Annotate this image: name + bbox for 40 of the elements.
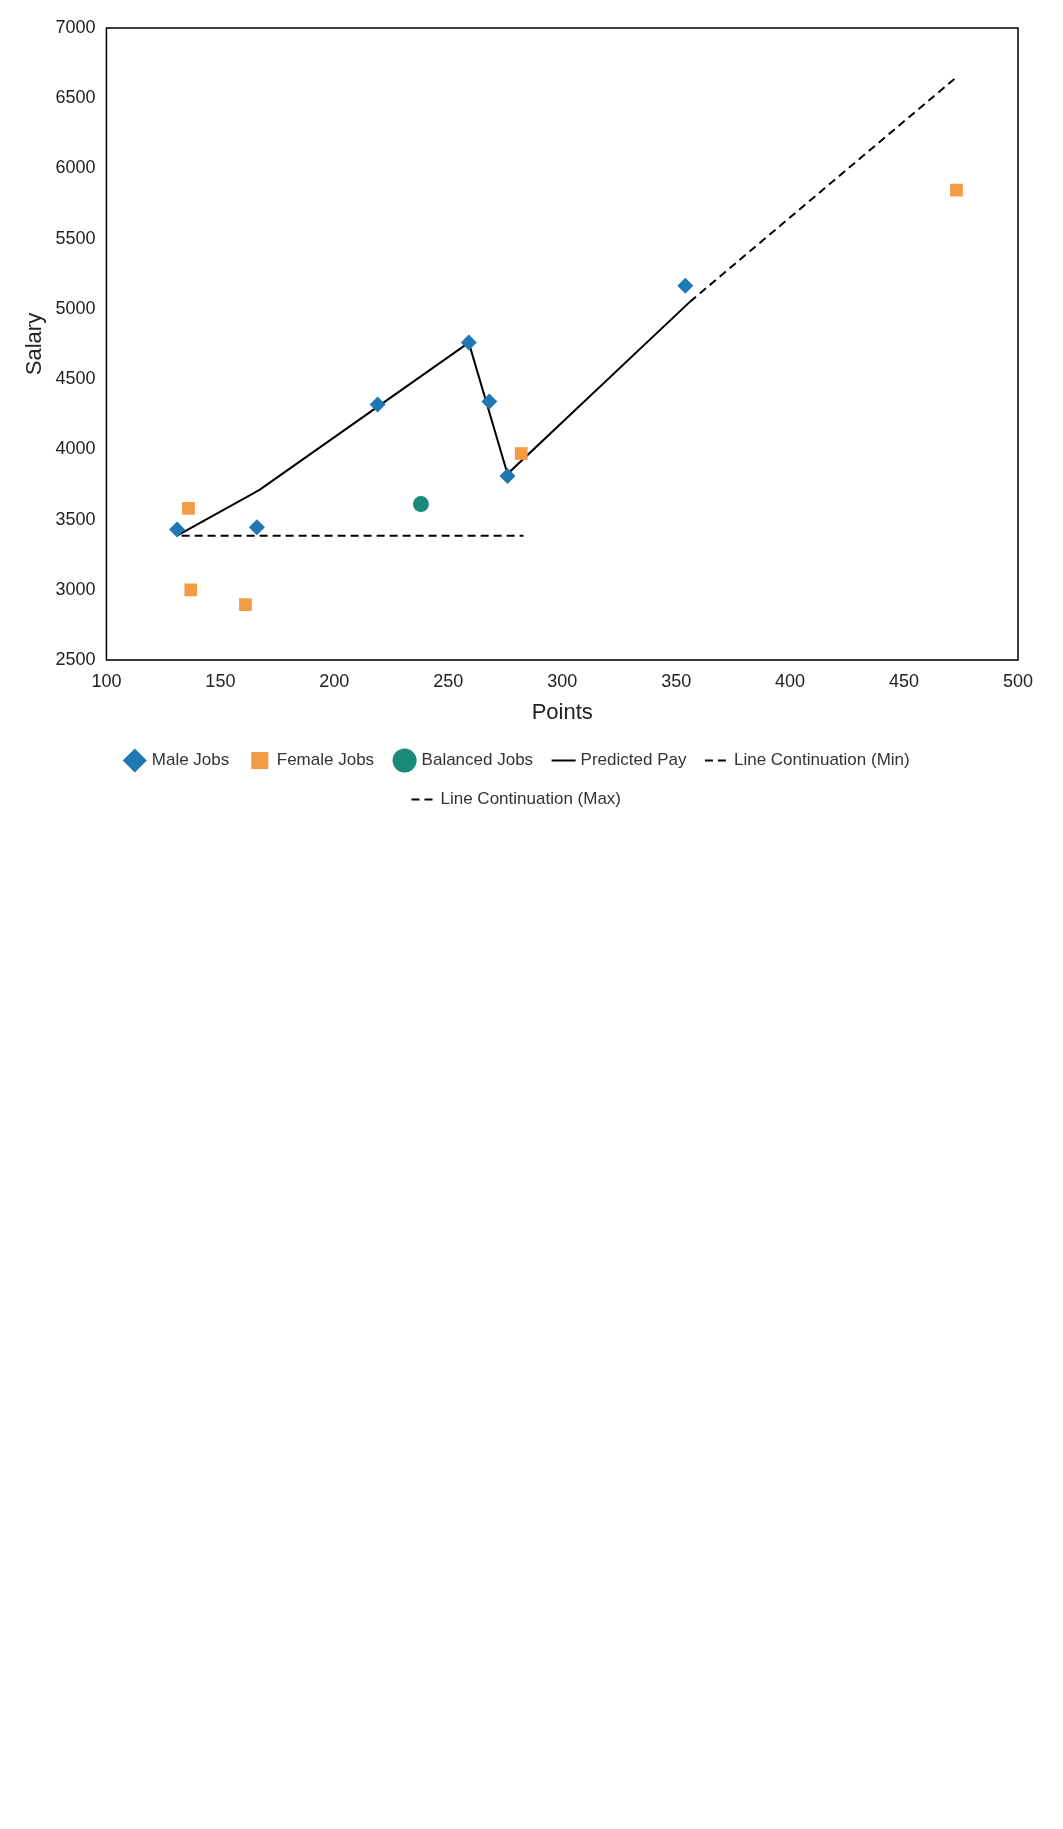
legend-label: Male Jobs <box>151 750 230 770</box>
legend-label: Predicted Pay <box>580 750 687 770</box>
point <box>499 468 516 485</box>
y-tick-label: 5000 <box>55 297 96 318</box>
point <box>248 519 265 536</box>
x-tick-label: 350 <box>661 670 692 691</box>
legend-label: Line Continuation (Max) <box>440 789 621 809</box>
y-tick-label: 7000 <box>55 16 96 37</box>
point <box>481 393 498 410</box>
point <box>412 496 429 513</box>
x-axis-title: Points <box>531 698 593 724</box>
legend-label: Balanced Jobs <box>421 750 534 770</box>
y-tick-label: 6500 <box>55 87 96 108</box>
y-tick-label: 2500 <box>55 648 96 669</box>
point <box>169 521 186 538</box>
y-tick-label: 4000 <box>55 438 96 459</box>
y-tick-label: 3000 <box>55 578 96 599</box>
x-tick-label: 100 <box>91 670 122 691</box>
point <box>239 598 252 611</box>
x-tick-label: 450 <box>889 670 920 691</box>
x-tick-label: 250 <box>433 670 464 691</box>
y-tick-label: 5500 <box>55 227 96 248</box>
y-tick-label: 6000 <box>55 157 96 178</box>
x-tick-label: 150 <box>205 670 236 691</box>
point <box>369 396 386 413</box>
y-axis-title: Salary <box>21 312 47 376</box>
legend-label: Female Jobs <box>276 750 375 770</box>
legend-label: Line Continuation (Min) <box>733 750 910 770</box>
x-tick-label: 200 <box>319 670 350 691</box>
y-tick-label: 3500 <box>55 508 96 529</box>
y-tick-label: 4500 <box>55 368 96 389</box>
x-tick-label: 300 <box>547 670 578 691</box>
point <box>514 447 528 460</box>
point <box>184 583 198 597</box>
x-tick-label: 500 <box>1002 670 1034 691</box>
point <box>460 334 477 351</box>
x-tick-label: 400 <box>775 670 806 691</box>
point <box>677 277 694 294</box>
point <box>950 183 963 197</box>
point <box>182 501 195 515</box>
